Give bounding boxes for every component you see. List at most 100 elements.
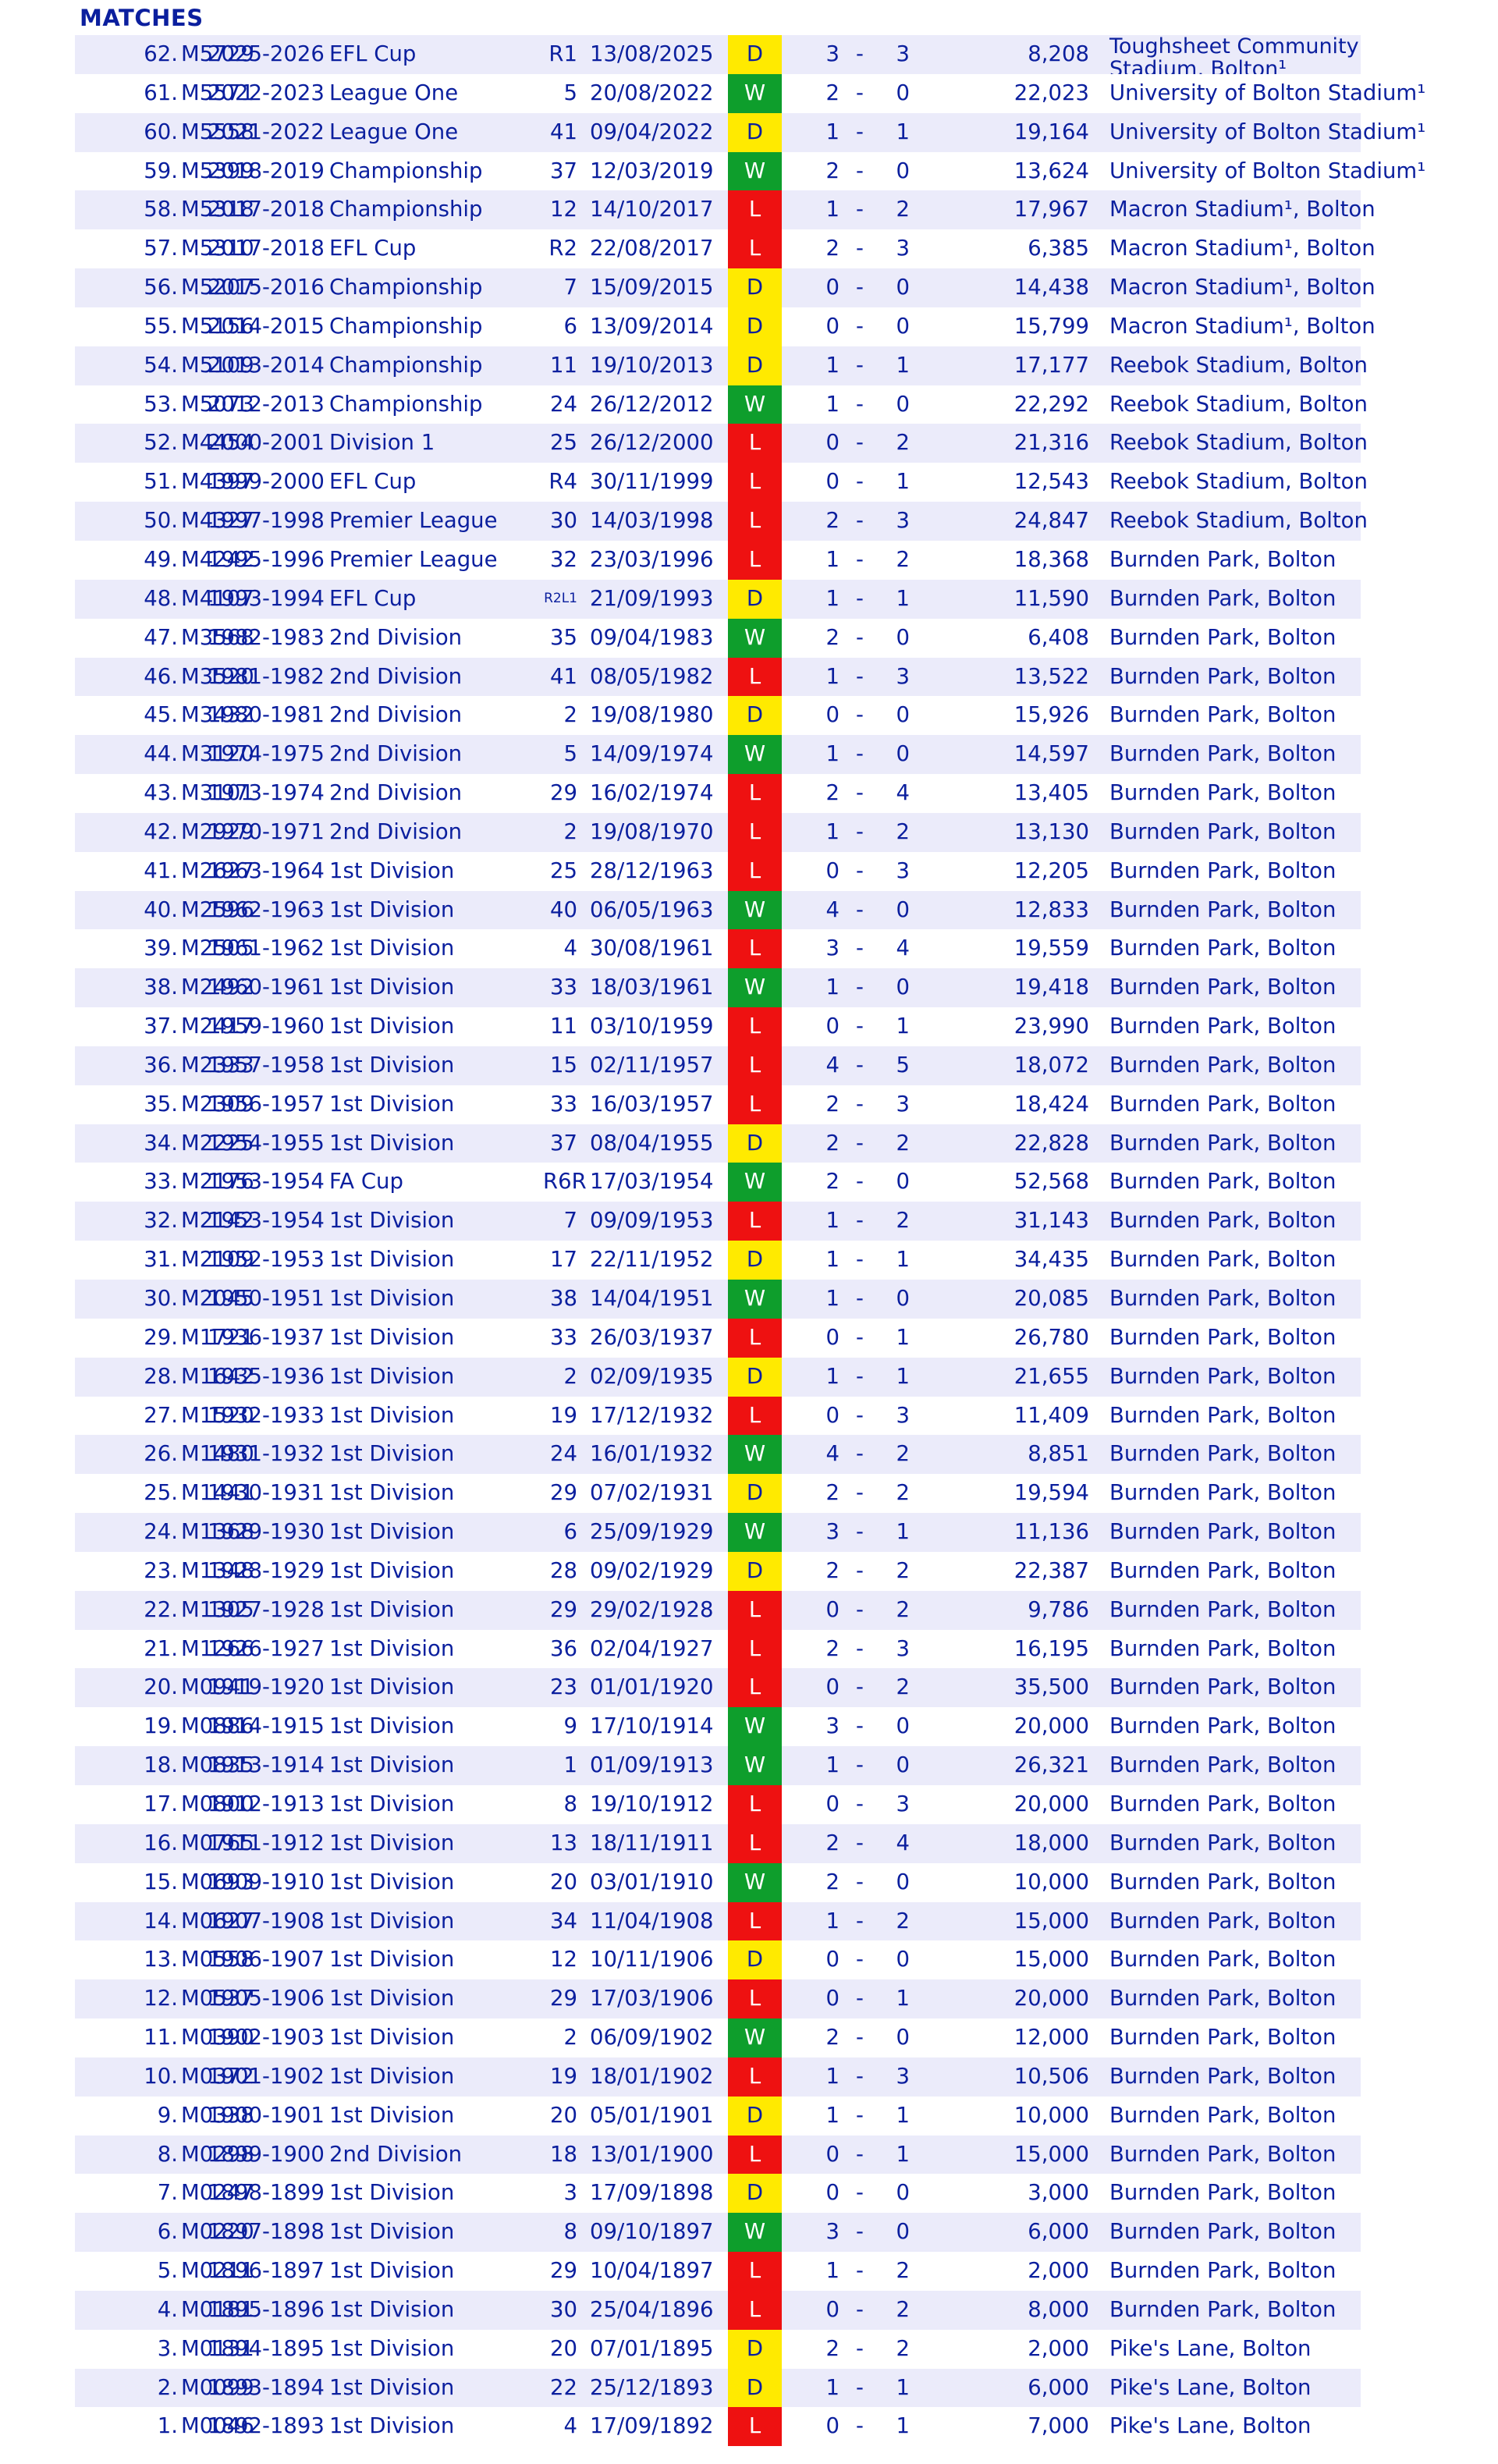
away-goals: 2	[896, 2296, 911, 2322]
match-code: M5073	[181, 391, 254, 417]
match-competition: 1st Division	[329, 1091, 455, 1117]
match-round: 28	[550, 1557, 577, 1583]
home-goals: 0	[825, 2141, 840, 2167]
match-date: 23/03/1996	[590, 546, 714, 572]
table-row: 36. M2333 1957-1958 1st Division 15 02/11/195…	[75, 1046, 1361, 1085]
match-code: M1721	[181, 1324, 254, 1350]
match-number: 48.	[144, 585, 178, 611]
match-season: 1928-1929	[208, 1557, 325, 1583]
match-date: 19/10/1912	[590, 1791, 714, 1816]
match-number: 6.	[157, 2219, 178, 2245]
match-result-badge: W	[728, 2018, 782, 2057]
match-result-badge: W	[728, 1163, 782, 1202]
home-goals: 1	[825, 352, 840, 378]
match-result-badge: W	[728, 968, 782, 1008]
match-number: 34.	[144, 1130, 178, 1156]
match-result-badge: W	[728, 2213, 782, 2253]
match-venue: Burnden Park, Bolton	[1109, 2102, 1336, 2128]
match-competition: 1st Division	[329, 1324, 455, 1350]
match-competition: 2nd Division	[329, 624, 463, 650]
home-goals: 0	[825, 2180, 840, 2206]
table-row: 29. M1721 1936-1937 1st Division 33 26/03/193…	[75, 1318, 1361, 1358]
table-row: 10. M0372 1901-1902 1st Division 19 18/01/190…	[75, 2057, 1361, 2097]
match-result-badge: W	[728, 1280, 782, 1319]
match-round: 5	[563, 80, 578, 105]
match-competition: 2nd Division	[329, 663, 463, 689]
away-goals: 0	[896, 702, 911, 728]
match-venue: Burnden Park, Bolton	[1109, 2141, 1336, 2167]
match-attendance: 9,786	[1028, 1596, 1089, 1622]
home-goals: 0	[825, 430, 840, 456]
match-competition: Championship	[329, 158, 483, 183]
match-competition: 2nd Division	[329, 818, 463, 844]
match-number: 59.	[144, 158, 178, 183]
match-round: 8	[563, 1791, 578, 1816]
score-separator: -	[856, 2413, 864, 2439]
match-result-badge: L	[728, 1901, 782, 1941]
score-separator: -	[856, 236, 864, 261]
match-number: 58.	[144, 197, 178, 222]
match-venue: Burnden Park, Bolton	[1109, 780, 1336, 806]
table-row: 13. M0558 1906-1907 1st Division 12 10/11/190…	[75, 1940, 1361, 1980]
match-date: 02/09/1935	[590, 1363, 714, 1389]
match-round: R2L1	[544, 590, 577, 606]
match-attendance: 22,828	[1013, 1130, 1089, 1156]
match-venue: Burnden Park, Bolton	[1109, 975, 1336, 1000]
match-number: 33.	[144, 1169, 178, 1195]
match-number: 20.	[144, 1674, 178, 1700]
away-goals: 0	[896, 624, 911, 650]
match-season: 1957-1958	[208, 1052, 325, 1078]
table-row: 19. M0886 1914-1915 1st Division 9 17/10/1914…	[75, 1707, 1361, 1747]
match-date: 07/01/1895	[590, 2335, 714, 2361]
match-season: 2015-2016	[208, 275, 325, 300]
home-goals: 1	[825, 546, 840, 572]
match-date: 14/04/1951	[590, 1286, 714, 1311]
match-code: M1266	[181, 1635, 254, 1661]
match-venue: Pike's Lane, Bolton	[1109, 2335, 1312, 2361]
match-code: M2596	[181, 896, 254, 922]
match-competition: 1st Division	[329, 1869, 455, 1894]
match-attendance: 13,624	[1013, 158, 1089, 183]
home-goals: 0	[825, 2296, 840, 2322]
match-round: 18	[550, 2141, 577, 2167]
match-number: 44.	[144, 741, 178, 767]
match-competition: 1st Division	[329, 1014, 455, 1039]
match-season: 1981-1982	[208, 663, 325, 689]
match-date: 22/08/2017	[590, 236, 714, 261]
home-goals: 0	[825, 1947, 840, 1972]
match-competition: 1st Division	[329, 1519, 455, 1545]
match-competition: 1st Division	[329, 1713, 455, 1739]
away-goals: 0	[896, 391, 911, 417]
match-competition: 1st Division	[329, 1052, 455, 1078]
match-code: M1368	[181, 1519, 254, 1545]
table-row: 57. M5310 2017-2018 EFL Cup R2 22/08/2017 L 2- 3…	[75, 229, 1376, 269]
match-venue: Burnden Park, Bolton	[1109, 2025, 1336, 2050]
away-goals: 1	[896, 2141, 911, 2167]
table-row: 47. M3568 1982-1983 2nd Division 35 09/04/198…	[75, 618, 1361, 658]
score-separator: -	[856, 197, 864, 222]
away-goals: 0	[896, 1713, 911, 1739]
match-number: 49.	[144, 546, 178, 572]
match-number: 62.	[144, 41, 178, 66]
match-number: 40.	[144, 896, 178, 922]
home-goals: 1	[825, 2102, 840, 2128]
match-season: 2014-2015	[208, 313, 325, 339]
away-goals: 2	[896, 2258, 911, 2284]
match-date: 19/08/1970	[590, 818, 714, 844]
match-date: 05/01/1901	[590, 2102, 714, 2128]
match-number: 9.	[157, 2102, 178, 2128]
match-code: M0211	[181, 2258, 254, 2284]
matches-table: 62. M5729 2025-2026 EFL Cup R1 13/08/2025 D 3-3…	[75, 35, 1425, 2447]
match-round: 33	[550, 975, 577, 1000]
away-goals: 2	[896, 1441, 911, 1467]
match-date: 02/11/1957	[590, 1052, 714, 1078]
table-row: 50. M4327 1997-1998 Premier League 30 14/03/1…	[75, 502, 1368, 541]
home-goals: 1	[825, 391, 840, 417]
score-separator: -	[856, 1480, 864, 1506]
match-code: M2627	[181, 857, 254, 883]
away-goals: 1	[896, 585, 911, 611]
match-code: M0220	[181, 2219, 254, 2245]
match-number: 11.	[144, 2025, 178, 2050]
match-competition: 1st Division	[329, 1402, 455, 1428]
match-round: 41	[550, 119, 577, 144]
